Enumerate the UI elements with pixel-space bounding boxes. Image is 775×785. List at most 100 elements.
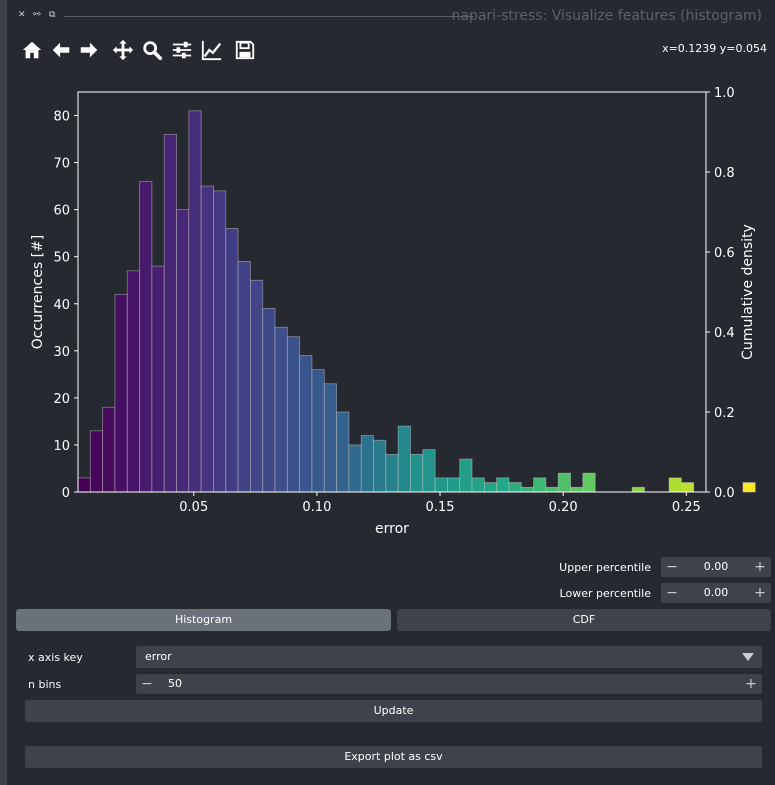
histogram-bar <box>680 482 695 493</box>
histogram-bar <box>89 430 104 493</box>
pan-icon[interactable] <box>109 36 137 64</box>
x-tick-label: 0.10 <box>302 500 331 515</box>
plot-frame <box>77 91 707 493</box>
x-axis-key-select[interactable]: error <box>136 646 762 668</box>
increment-button[interactable]: + <box>754 585 766 601</box>
increment-button[interactable]: + <box>754 559 766 575</box>
y-tick-label: 20 <box>53 392 70 407</box>
y2-tick-label: 0.4 <box>714 326 735 341</box>
histogram-bar <box>496 477 510 493</box>
tab-cdf[interactable]: CDF <box>397 609 771 631</box>
dock-titlebar: ✕ ⚯ ⧉ napari-stress: Visualize features … <box>12 6 772 26</box>
histogram-bar <box>459 458 473 493</box>
histogram-bar <box>742 482 756 493</box>
axes-edit-icon[interactable] <box>198 36 226 64</box>
histogram-bar <box>163 133 177 493</box>
upper-percentile-spinbox[interactable]: − 0.00 + <box>661 557 771 577</box>
x-tick-label: 0.25 <box>672 500 701 515</box>
histogram-bar <box>385 453 399 493</box>
chevron-down-icon[interactable] <box>742 653 754 661</box>
y2-tick-label: 0.6 <box>714 246 735 261</box>
histogram-bar <box>151 265 165 493</box>
histogram-bar <box>336 411 350 493</box>
histogram-bar <box>286 336 301 493</box>
histogram-bar <box>249 279 264 493</box>
histogram-chart[interactable]: 0.05 0.10 0.15 0.20 0.25 0 10 20 30 40 50 60 70 80 0.0… <box>0 70 775 540</box>
histogram-bar <box>102 406 116 493</box>
increment-button[interactable]: + <box>745 676 757 692</box>
histogram-bar <box>348 444 362 493</box>
subplots-config-icon[interactable] <box>168 36 196 64</box>
y-tick-label: 50 <box>53 251 70 266</box>
histogram-bar <box>422 449 436 493</box>
histogram-bar <box>471 477 485 493</box>
histogram-bar <box>520 486 535 493</box>
n-bins-label: n bins <box>28 678 62 691</box>
histogram-bar <box>410 453 424 493</box>
histogram-bar <box>483 482 498 493</box>
zoom-icon[interactable] <box>138 36 166 64</box>
histogram-bar <box>570 486 584 493</box>
dock-border <box>0 0 7 785</box>
y2-tick-label: 1.0 <box>714 86 735 101</box>
forward-icon[interactable] <box>75 36 103 64</box>
histogram-bar <box>114 293 128 493</box>
y-tick-label: 70 <box>53 157 70 172</box>
lower-percentile-label: Lower percentile <box>559 587 651 600</box>
export-csv-button[interactable]: Export plot as csv <box>25 746 762 768</box>
y-tick-label: 60 <box>53 204 70 219</box>
undock-icon[interactable]: ⧉ <box>49 10 56 20</box>
y-axis-label: Occurrences [#] <box>30 235 46 349</box>
histogram-bar <box>311 369 325 493</box>
decrement-button[interactable]: − <box>666 585 678 601</box>
y-tick-label: 40 <box>53 298 70 313</box>
y2-tick-label: 0.8 <box>714 166 735 181</box>
histogram-bar <box>262 308 276 493</box>
upper-percentile-value[interactable]: 0.00 <box>703 560 729 573</box>
n-bins-spinbox[interactable]: − 50 + <box>136 674 762 694</box>
x-tick-label: 0.15 <box>426 500 455 515</box>
float-icon[interactable]: ⚯ <box>33 10 41 20</box>
y-tick-label: 80 <box>53 110 70 125</box>
histogram-bar <box>188 110 202 493</box>
window-title: napari-stress: Visualize features (histo… <box>451 8 763 24</box>
x-tick-label: 0.20 <box>549 500 578 515</box>
x-tick-label: 0.05 <box>179 500 208 515</box>
histogram-bar <box>237 261 251 493</box>
histogram-bar <box>299 355 313 493</box>
titlebar-divider <box>64 16 474 17</box>
histogram-bar <box>557 472 571 493</box>
histogram-bar <box>508 482 522 493</box>
y-tick-label: 30 <box>53 345 70 360</box>
home-icon[interactable] <box>18 36 46 64</box>
histogram-bar <box>360 435 374 493</box>
histogram-bar <box>545 486 559 493</box>
close-icon[interactable]: ✕ <box>18 10 26 20</box>
decrement-button[interactable]: − <box>141 676 153 692</box>
histogram-bar <box>200 185 214 493</box>
x-axis-key-label: x axis key <box>28 651 83 664</box>
n-bins-value[interactable]: 50 <box>168 677 182 690</box>
y2-axis-label: Cumulative density <box>740 224 756 360</box>
histogram-bar <box>434 477 448 493</box>
y-tick-label: 10 <box>53 439 70 454</box>
save-icon[interactable] <box>231 36 259 64</box>
back-icon[interactable] <box>47 36 75 64</box>
decrement-button[interactable]: − <box>666 559 678 575</box>
histogram-bar <box>213 190 227 493</box>
histogram-bar <box>77 477 91 493</box>
tab-histogram[interactable]: Histogram <box>16 609 391 631</box>
upper-percentile-label: Upper percentile <box>559 561 651 574</box>
update-button[interactable]: Update <box>25 700 762 722</box>
y2-tick-label: 0.2 <box>714 406 735 421</box>
navigation-toolbar <box>18 36 278 66</box>
cursor-coordinates: x=0.1239 y=0.054 <box>662 42 767 55</box>
histogram-bar <box>447 477 461 493</box>
x-axis-label: error <box>375 521 409 537</box>
histogram-bar <box>176 209 190 493</box>
lower-percentile-value[interactable]: 0.00 <box>703 586 729 599</box>
histogram-bar <box>126 270 140 493</box>
histogram-bar <box>668 477 682 493</box>
histogram-bar <box>631 486 645 493</box>
lower-percentile-spinbox[interactable]: − 0.00 + <box>661 583 771 603</box>
